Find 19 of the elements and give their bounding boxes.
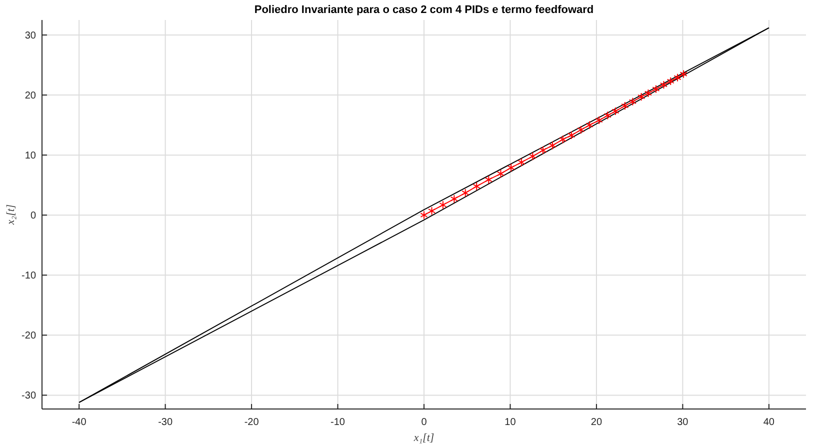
x-tick-label: 40: [763, 417, 775, 428]
y-tick-label: -10: [22, 270, 36, 282]
x-tick-label: -10: [330, 417, 346, 428]
y-tick-label: 0: [30, 210, 36, 222]
y-tick-label: -20: [22, 330, 36, 342]
x-tick-label: 10: [504, 417, 516, 428]
x-tick-label: 30: [677, 417, 689, 428]
y-axis-title: x₂[t]: [5, 204, 17, 226]
x-axis-title: x₁[t]: [412, 432, 434, 444]
x-tick-label: 0: [421, 417, 428, 428]
x-tick-label: 20: [590, 417, 602, 428]
y-tick-label: -30: [22, 390, 36, 402]
x-tick-label: -20: [244, 417, 260, 428]
x-tick-label: -30: [158, 417, 173, 428]
y-tick-label: 30: [24, 30, 36, 42]
y-tick-label: 20: [24, 90, 36, 102]
chart-title: Poliedro Invariante para o caso 2 com 4 PIDs e termo feedfoward: [254, 4, 594, 16]
x-tick-label: -40: [72, 417, 87, 428]
y-tick-label: 10: [24, 150, 36, 162]
